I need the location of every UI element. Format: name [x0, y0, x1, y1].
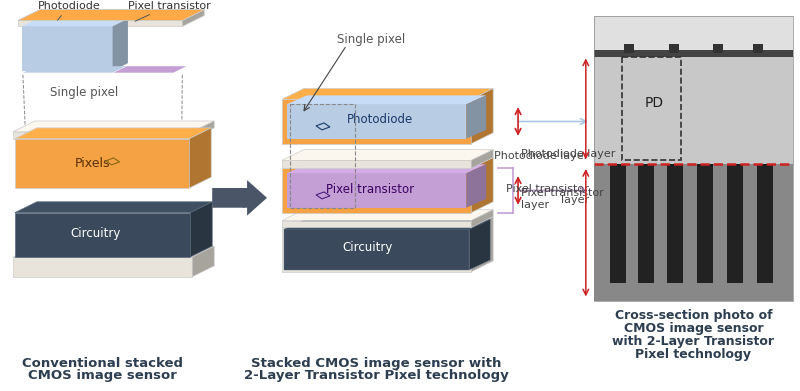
Polygon shape [287, 173, 466, 208]
Bar [727, 164, 743, 281]
Bar [594, 50, 793, 57]
Bar [753, 44, 763, 53]
Bar [594, 16, 793, 301]
Polygon shape [282, 99, 471, 143]
Polygon shape [13, 121, 214, 132]
Polygon shape [287, 164, 486, 173]
Text: Photodiode layer: Photodiode layer [494, 151, 589, 161]
Text: Pixels: Pixels [75, 157, 110, 170]
Bar [624, 44, 634, 53]
Polygon shape [282, 160, 471, 168]
Bar [698, 166, 714, 283]
Polygon shape [282, 168, 471, 213]
Polygon shape [18, 10, 204, 20]
Polygon shape [470, 219, 490, 270]
Text: CMOS image sensor: CMOS image sensor [623, 322, 763, 335]
Text: Photodiode: Photodiode [38, 1, 101, 20]
Text: 2-Layer Transistor Pixel technology: 2-Layer Transistor Pixel technology [244, 369, 509, 382]
Polygon shape [13, 257, 192, 277]
Bar [610, 166, 626, 283]
Text: Pixel transistor: Pixel transistor [127, 1, 210, 21]
Bar [594, 16, 793, 164]
Bar [594, 16, 793, 301]
Polygon shape [284, 219, 490, 230]
Text: Circuitry: Circuitry [70, 227, 120, 240]
Text: CMOS image sensor: CMOS image sensor [28, 369, 177, 382]
Bar [667, 164, 683, 281]
Text: Stacked CMOS image sensor with: Stacked CMOS image sensor with [251, 357, 502, 370]
Polygon shape [22, 19, 128, 26]
Polygon shape [282, 217, 493, 228]
Bar [667, 166, 683, 283]
Polygon shape [282, 221, 471, 228]
Text: Single pixel: Single pixel [337, 33, 405, 46]
Text: Pixel transistor
layer: Pixel transistor layer [506, 184, 589, 205]
Polygon shape [192, 246, 214, 277]
Polygon shape [18, 10, 204, 20]
Polygon shape [471, 210, 493, 228]
Polygon shape [182, 10, 204, 26]
Text: Conventional stacked: Conventional stacked [22, 357, 183, 370]
Text: Single pixel: Single pixel [50, 86, 118, 99]
Polygon shape [18, 20, 182, 26]
Polygon shape [113, 19, 128, 71]
Text: PD: PD [645, 97, 664, 110]
Polygon shape [22, 26, 113, 71]
Polygon shape [284, 230, 470, 270]
Polygon shape [471, 150, 493, 168]
Polygon shape [190, 202, 212, 257]
Bar [698, 164, 714, 281]
Polygon shape [282, 228, 471, 272]
Bar [670, 44, 679, 53]
Bar [757, 166, 773, 283]
Text: Cross-section photo of: Cross-section photo of [614, 309, 772, 322]
Polygon shape [15, 128, 211, 139]
Polygon shape [282, 210, 493, 221]
Polygon shape [23, 66, 126, 73]
Polygon shape [114, 66, 186, 73]
Bar [638, 166, 654, 283]
Polygon shape [13, 246, 214, 257]
Polygon shape [15, 213, 190, 257]
Polygon shape [282, 158, 493, 168]
Bar [727, 166, 743, 283]
Text: with 2-Layer Transistor: with 2-Layer Transistor [613, 335, 774, 348]
Text: Photodiode: Photodiode [346, 113, 413, 126]
Bar [757, 164, 773, 281]
Polygon shape [471, 217, 493, 272]
Polygon shape [192, 121, 214, 139]
Bar [594, 164, 793, 301]
Polygon shape [471, 88, 493, 143]
Text: Circuitry: Circuitry [343, 242, 394, 255]
Bar [610, 164, 626, 281]
Bar [594, 16, 793, 50]
Polygon shape [212, 180, 267, 215]
Polygon shape [13, 132, 192, 139]
Bar [638, 164, 654, 281]
Text: Photodiode layer: Photodiode layer [521, 149, 615, 159]
Polygon shape [282, 88, 493, 99]
Polygon shape [287, 104, 466, 139]
Text: Pixel transistor: Pixel transistor [326, 183, 414, 196]
Polygon shape [466, 164, 486, 208]
Polygon shape [466, 95, 486, 139]
Polygon shape [471, 158, 493, 213]
Polygon shape [190, 128, 211, 188]
Polygon shape [15, 139, 190, 188]
Text: Pixel technology: Pixel technology [635, 348, 751, 361]
Polygon shape [15, 202, 212, 213]
Polygon shape [282, 150, 493, 160]
Bar [714, 44, 723, 53]
Polygon shape [287, 95, 486, 104]
Text: Pixel transistor
layer: Pixel transistor layer [521, 188, 604, 210]
